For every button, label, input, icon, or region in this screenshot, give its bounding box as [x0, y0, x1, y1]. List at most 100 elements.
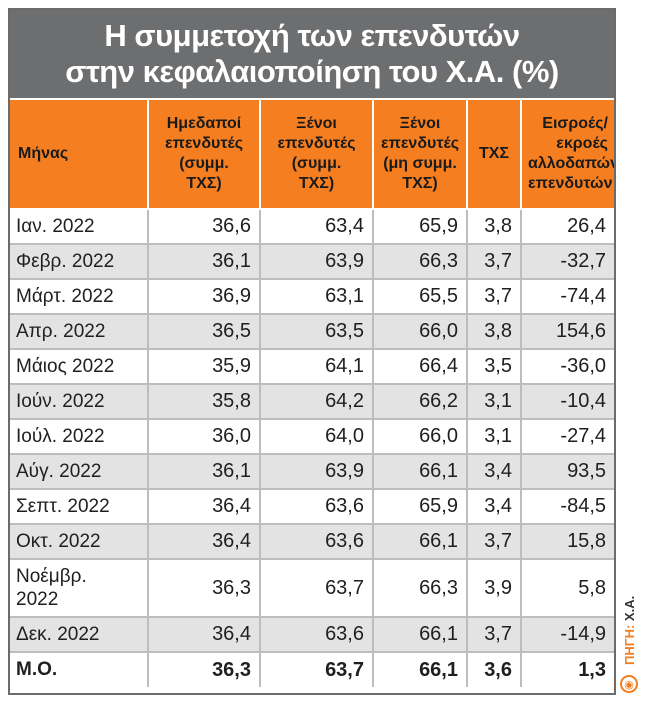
column-header-line: Ξένοι: [399, 115, 441, 132]
month-cell: Απρ. 2022: [10, 313, 148, 349]
month-cell: Ιαν. 2022: [10, 208, 148, 244]
value-cell: 3,4: [466, 488, 521, 524]
value-cell: 64,1: [259, 348, 373, 384]
column-header-line: ΤΧΣ): [402, 175, 438, 192]
value-cell: -32,7: [520, 243, 614, 279]
month-cell: Φεβρ. 2022: [10, 243, 148, 279]
value-cell: 36,4: [147, 616, 260, 652]
value-cell: 36,4: [147, 488, 260, 524]
table-body: Ιαν. 2022 36,6 63,4 65,9 3,8 26,4 Φεβρ. 2022 36…: [10, 208, 614, 687]
value-cell: 36,1: [147, 453, 260, 489]
month-cell: Μάιος 2022: [10, 348, 148, 384]
value-cell: 63,4: [259, 208, 373, 244]
value-cell: 26,4: [520, 208, 614, 244]
table-row: Μάιος 2022 35,9 64,1 66,4 3,5 -36,0: [10, 348, 614, 384]
table-row: Ιούν. 2022 35,8 64,2 66,2 3,1 -10,4: [10, 383, 614, 419]
value-cell: -36,0: [520, 348, 614, 384]
value-cell: 66,1: [372, 453, 467, 489]
column-header-5: Εισροές/εκροές αλλοδαπών επενδυτών: [520, 100, 614, 210]
value-cell: 65,5: [372, 278, 467, 314]
value-cell: 3,7: [466, 616, 521, 652]
source-label: ΠΗΓΗ:: [622, 624, 637, 665]
column-header-3: Ξένοι επενδυτές (μη συμμ. ΤΧΣ): [372, 100, 467, 210]
average-row: Μ.Ο. 36,3 63,7 66,1 3,6 1,3: [10, 651, 614, 687]
value-cell: 154,6: [520, 313, 614, 349]
month-cell: Σεπτ. 2022: [10, 488, 148, 524]
column-header-line: εκροές: [556, 135, 608, 152]
value-cell: 66,1: [372, 616, 467, 652]
source-value: Χ.Α.: [622, 595, 637, 622]
value-cell: 66,0: [372, 313, 467, 349]
column-header-4: ΤΧΣ: [466, 100, 521, 210]
value-cell: 63,5: [259, 313, 373, 349]
value-cell: 3,5: [466, 348, 521, 384]
month-cell: Ιούν. 2022: [10, 383, 148, 419]
column-header-1: Ημεδαποί επενδυτές (συμμ. ΤΧΣ): [147, 100, 260, 210]
data-table: Μήνας Ημεδαποί επενδυτές (συμμ. ΤΧΣ) Ξένοι επε…: [10, 100, 614, 687]
value-cell: 63,6: [259, 616, 373, 652]
value-cell: 3,1: [466, 383, 521, 419]
table-row: Οκτ. 2022 36,4 63,6 66,1 3,7 15,8: [10, 523, 614, 559]
average-value: 63,7: [259, 651, 373, 687]
value-cell: 63,9: [259, 243, 373, 279]
average-label: Μ.Ο.: [10, 651, 148, 687]
column-header-line: ΤΧΣ): [298, 175, 335, 192]
value-cell: -10,4: [520, 383, 614, 419]
title-bar: Η συμμετοχή των επενδυτών στην κεφαλαιοπ…: [10, 10, 614, 100]
column-header-line: ΤΧΣ): [186, 175, 222, 192]
value-cell: 66,1: [372, 523, 467, 559]
publisher-logo-icon: ◉: [620, 675, 638, 693]
value-cell: 66,4: [372, 348, 467, 384]
value-cell: 66,3: [372, 558, 467, 617]
value-cell: 36,1: [147, 243, 260, 279]
value-cell: 3,9: [466, 558, 521, 617]
value-cell: 66,2: [372, 383, 467, 419]
column-header-2: Ξένοι επενδυτές (συμμ. ΤΧΣ): [259, 100, 373, 210]
table-row: Νοέμβρ. 2022 36,3 63,7 66,3 3,9 5,8: [10, 558, 614, 617]
value-cell: 36,0: [147, 418, 260, 454]
value-cell: 64,2: [259, 383, 373, 419]
value-cell: 66,0: [372, 418, 467, 454]
value-cell: 66,3: [372, 243, 467, 279]
value-cell: 36,5: [147, 313, 260, 349]
month-cell: Ιούλ. 2022: [10, 418, 148, 454]
value-cell: 36,4: [147, 523, 260, 559]
value-cell: 64,0: [259, 418, 373, 454]
source-note: ΠΗΓΗ: Χ.Α.: [622, 596, 637, 665]
month-cell: Νοέμβρ. 2022: [10, 558, 148, 617]
column-header-0: Μήνας: [10, 100, 148, 210]
value-cell: -27,4: [520, 418, 614, 454]
table-row: Ιαν. 2022 36,6 63,4 65,9 3,8 26,4: [10, 208, 614, 244]
value-cell: 3,1: [466, 418, 521, 454]
column-header-line: Ημεδαποί: [166, 115, 242, 132]
value-cell: 3,4: [466, 453, 521, 489]
average-value: 3,6: [466, 651, 521, 687]
value-cell: 35,9: [147, 348, 260, 384]
column-header-line: επενδυτές: [277, 135, 356, 152]
month-cell: Μάρτ. 2022: [10, 278, 148, 314]
value-cell: 63,6: [259, 488, 373, 524]
table-frame: Η συμμετοχή των επενδυτών στην κεφαλαιοπ…: [8, 8, 616, 695]
value-cell: 5,8: [520, 558, 614, 617]
month-cell: Οκτ. 2022: [10, 523, 148, 559]
value-cell: 63,7: [259, 558, 373, 617]
table-row: Μάρτ. 2022 36,9 63,1 65,5 3,7 -74,4: [10, 278, 614, 314]
average-value: 66,1: [372, 651, 467, 687]
column-header-line: Μήνας: [18, 145, 69, 162]
value-cell: 3,7: [466, 243, 521, 279]
value-cell: 36,9: [147, 278, 260, 314]
column-header-line: (μη συμμ.: [383, 155, 457, 172]
average-value: 1,3: [520, 651, 614, 687]
table-row: Φεβρ. 2022 36,1 63,9 66,3 3,7 -32,7: [10, 243, 614, 279]
column-header-line: (συμμ.: [179, 155, 229, 172]
table-row: Δεκ. 2022 36,4 63,6 66,1 3,7 -14,9: [10, 616, 614, 652]
table-title-line-1: Η συμμετοχή των επενδυτών: [104, 18, 520, 53]
value-cell: 63,9: [259, 453, 373, 489]
value-cell: 93,5: [520, 453, 614, 489]
value-cell: 63,6: [259, 523, 373, 559]
column-header-line: (συμμ.: [291, 155, 342, 172]
column-header-line: ΤΧΣ: [478, 145, 510, 162]
table-title-line-2: στην κεφαλαιοποίηση του Χ.Α. (%): [65, 54, 559, 89]
value-cell: 65,9: [372, 208, 467, 244]
column-header-line: επενδυτές: [164, 135, 244, 152]
